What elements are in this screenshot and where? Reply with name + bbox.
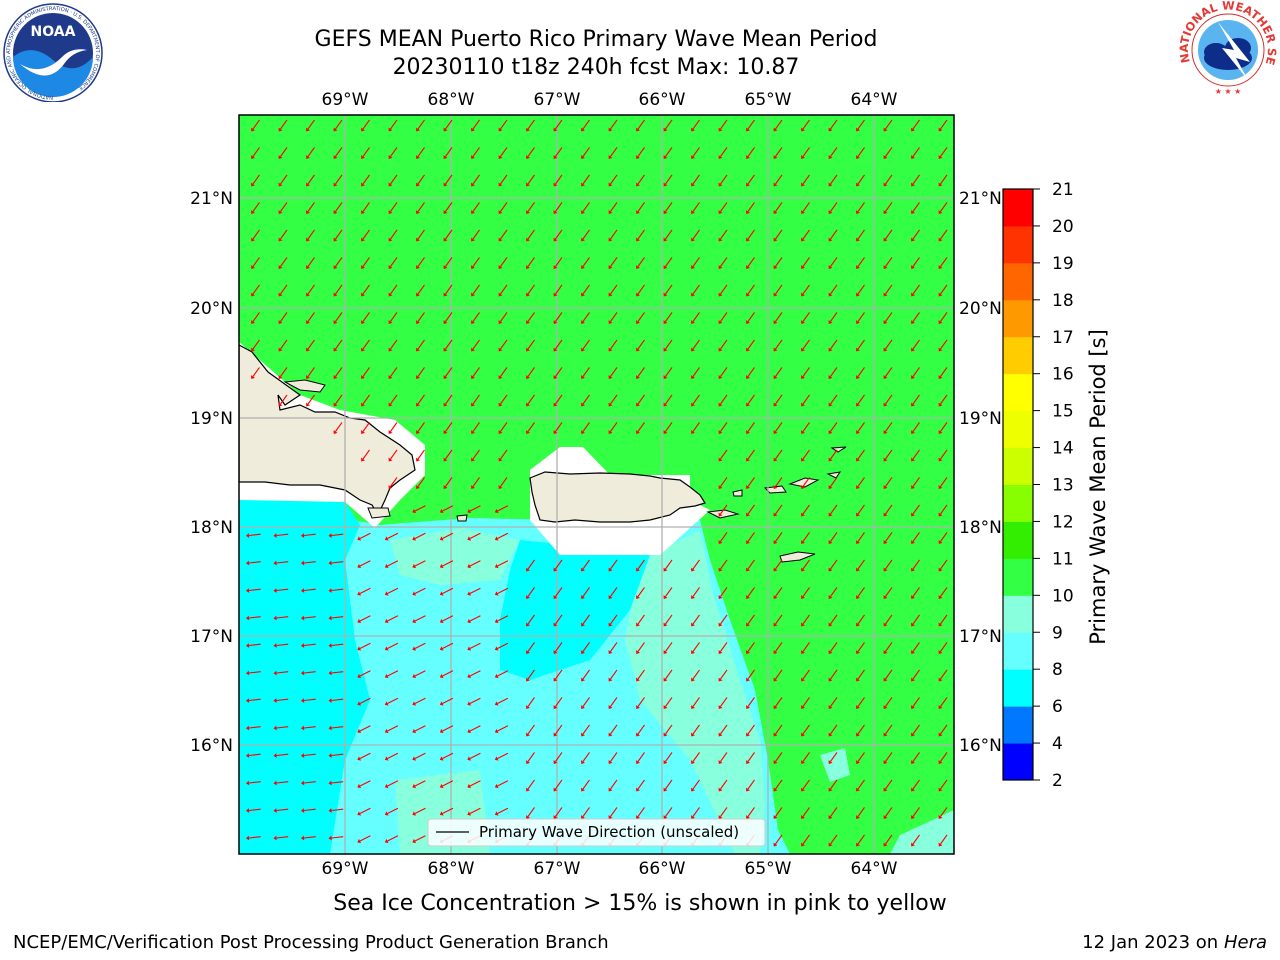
virgin-gorda-island xyxy=(826,471,842,479)
colorbar-segment xyxy=(1003,410,1033,449)
svg-text:NOAA: NOAA xyxy=(31,24,76,40)
lon-tick-bottom: 64°W xyxy=(851,859,898,879)
period-field-aqua-east xyxy=(625,530,765,854)
lon-tick-top: 64°W xyxy=(851,90,898,110)
colorbar-segment xyxy=(1003,521,1033,559)
lat-tick-left: 17°N xyxy=(190,627,233,647)
map-frame xyxy=(238,114,955,855)
colorbar-segment xyxy=(1003,743,1033,781)
lat-tick-left: 18°N xyxy=(190,518,233,538)
colorbar-tick: 8 xyxy=(1052,660,1063,680)
colorbar-segment xyxy=(1003,447,1033,485)
noaa-logo: NOAA NATIONAL OCEANIC AND ATMOSPHERIC AD… xyxy=(3,3,103,102)
colorbar-segment xyxy=(1003,373,1033,412)
mona-island xyxy=(456,514,468,522)
lon-tick-top: 68°W xyxy=(428,90,475,110)
colorbar-segment xyxy=(1003,225,1033,264)
map-title: GEFS MEAN Puerto Rico Primary Wave Mean … xyxy=(314,27,878,52)
lat-tick-right: 19°N xyxy=(959,409,1002,429)
colorbar-segment xyxy=(1003,484,1033,522)
lon-tick-top: 67°W xyxy=(534,90,581,110)
lon-tick-bottom: 67°W xyxy=(534,859,581,879)
tortuga-island xyxy=(283,379,326,393)
colorbar-tick: 11 xyxy=(1052,549,1074,569)
map-subtitle: 20230110 t18z 240h fcst Max: 10.87 xyxy=(392,55,800,80)
colorbar-segment xyxy=(1003,632,1033,670)
lon-tick-top: 69°W xyxy=(322,90,369,110)
lat-tick-right: 20°N xyxy=(959,299,1002,319)
sea-ice-note: Sea Ice Concentration > 15% is shown in … xyxy=(333,891,947,916)
lat-tick-left: 20°N xyxy=(190,299,233,319)
colorbar-tick: 4 xyxy=(1052,734,1063,754)
colorbar-segment xyxy=(1003,558,1033,596)
period-field-cyan-west xyxy=(239,500,370,854)
lon-tick-bottom: 69°W xyxy=(322,859,369,879)
lon-tick-top: 65°W xyxy=(745,90,792,110)
saona-island xyxy=(367,507,391,519)
lon-tick-bottom: 66°W xyxy=(639,859,686,879)
map-field xyxy=(239,115,954,854)
colorbar-segment xyxy=(1003,299,1033,338)
colorbar-tick: 6 xyxy=(1052,697,1063,717)
colorbar-tick: 21 xyxy=(1052,180,1074,200)
map-gridlines xyxy=(239,115,954,854)
lon-tick-bottom: 68°W xyxy=(428,859,475,879)
footer-date: 12 Jan 2023 on Hera xyxy=(1082,932,1267,953)
period-field-aqua-north xyxy=(390,528,520,585)
colorbar-tick: 9 xyxy=(1052,623,1063,643)
svg-text:★ ★ ★: ★ ★ ★ xyxy=(1215,87,1242,96)
colorbar-label: Primary Wave Mean Period [s] xyxy=(1086,329,1110,645)
lat-tick-left: 19°N xyxy=(190,409,233,429)
tortola-island xyxy=(788,477,820,488)
footer-date-text: 12 Jan 2023 on xyxy=(1082,932,1224,953)
colorbar-tick: 12 xyxy=(1052,512,1074,532)
legend-label: Primary Wave Direction (unscaled) xyxy=(479,823,739,841)
colorbar-segment xyxy=(1003,706,1033,744)
lon-tick-bottom: 65°W xyxy=(745,859,792,879)
vieques-island xyxy=(706,509,740,519)
colorbar-segment xyxy=(1003,595,1033,633)
colorbar-segment xyxy=(1003,669,1033,707)
lat-tick-right: 16°N xyxy=(959,736,1002,756)
colorbar: 2 4 6 8 9 10 11 12 13 14 15 16 17 18 19 20 21 xyxy=(1002,180,1074,791)
wave-direction-arrows xyxy=(246,119,948,847)
period-field-aqua-se xyxy=(890,810,954,854)
map-tick-labels: 69°W 69°W 68°W 68°W 67°W 67°W 66°W 66°W 65°W 65°W… xyxy=(190,90,1002,879)
lon-tick-top: 66°W xyxy=(639,90,686,110)
colorbar-segment xyxy=(1003,262,1033,301)
colorbar-tick: 20 xyxy=(1052,217,1074,237)
colorbar-tick: 2 xyxy=(1052,771,1063,791)
colorbar-segment xyxy=(1003,189,1033,227)
lat-tick-right: 21°N xyxy=(959,189,1002,209)
colorbar-tick: 13 xyxy=(1052,476,1074,496)
colorbar-tick: 10 xyxy=(1052,586,1074,606)
colorbar-tick: 19 xyxy=(1052,254,1074,274)
colorbar-tick: 16 xyxy=(1052,365,1074,385)
footer-host: Hera xyxy=(1223,932,1267,953)
colorbar-tick: 15 xyxy=(1052,402,1074,422)
culebra-island xyxy=(732,489,743,497)
lat-tick-left: 16°N xyxy=(190,736,233,756)
wave-direction-legend: Primary Wave Direction (unscaled) xyxy=(427,818,766,847)
puerto-rico-land xyxy=(529,471,706,523)
period-field-cyan-center xyxy=(500,540,650,680)
colorbar-tick: 14 xyxy=(1052,439,1074,459)
anegada-island xyxy=(830,446,847,453)
colorbar-tick: 18 xyxy=(1052,291,1074,311)
colorbar-segment xyxy=(1003,336,1033,375)
lat-tick-left: 21°N xyxy=(190,189,233,209)
colorbar-tick: 17 xyxy=(1052,328,1074,348)
footer-credit: NCEP/EMC/Verification Post Processing Pr… xyxy=(13,932,609,953)
hispaniola-land xyxy=(239,344,416,517)
period-field-aqua-spot xyxy=(820,748,850,782)
lat-tick-right: 17°N xyxy=(959,627,1002,647)
nws-logo: NATIONAL WEATHER SERVICE ★ ★ ★ xyxy=(1178,0,1278,96)
lat-tick-right: 18°N xyxy=(959,518,1002,538)
